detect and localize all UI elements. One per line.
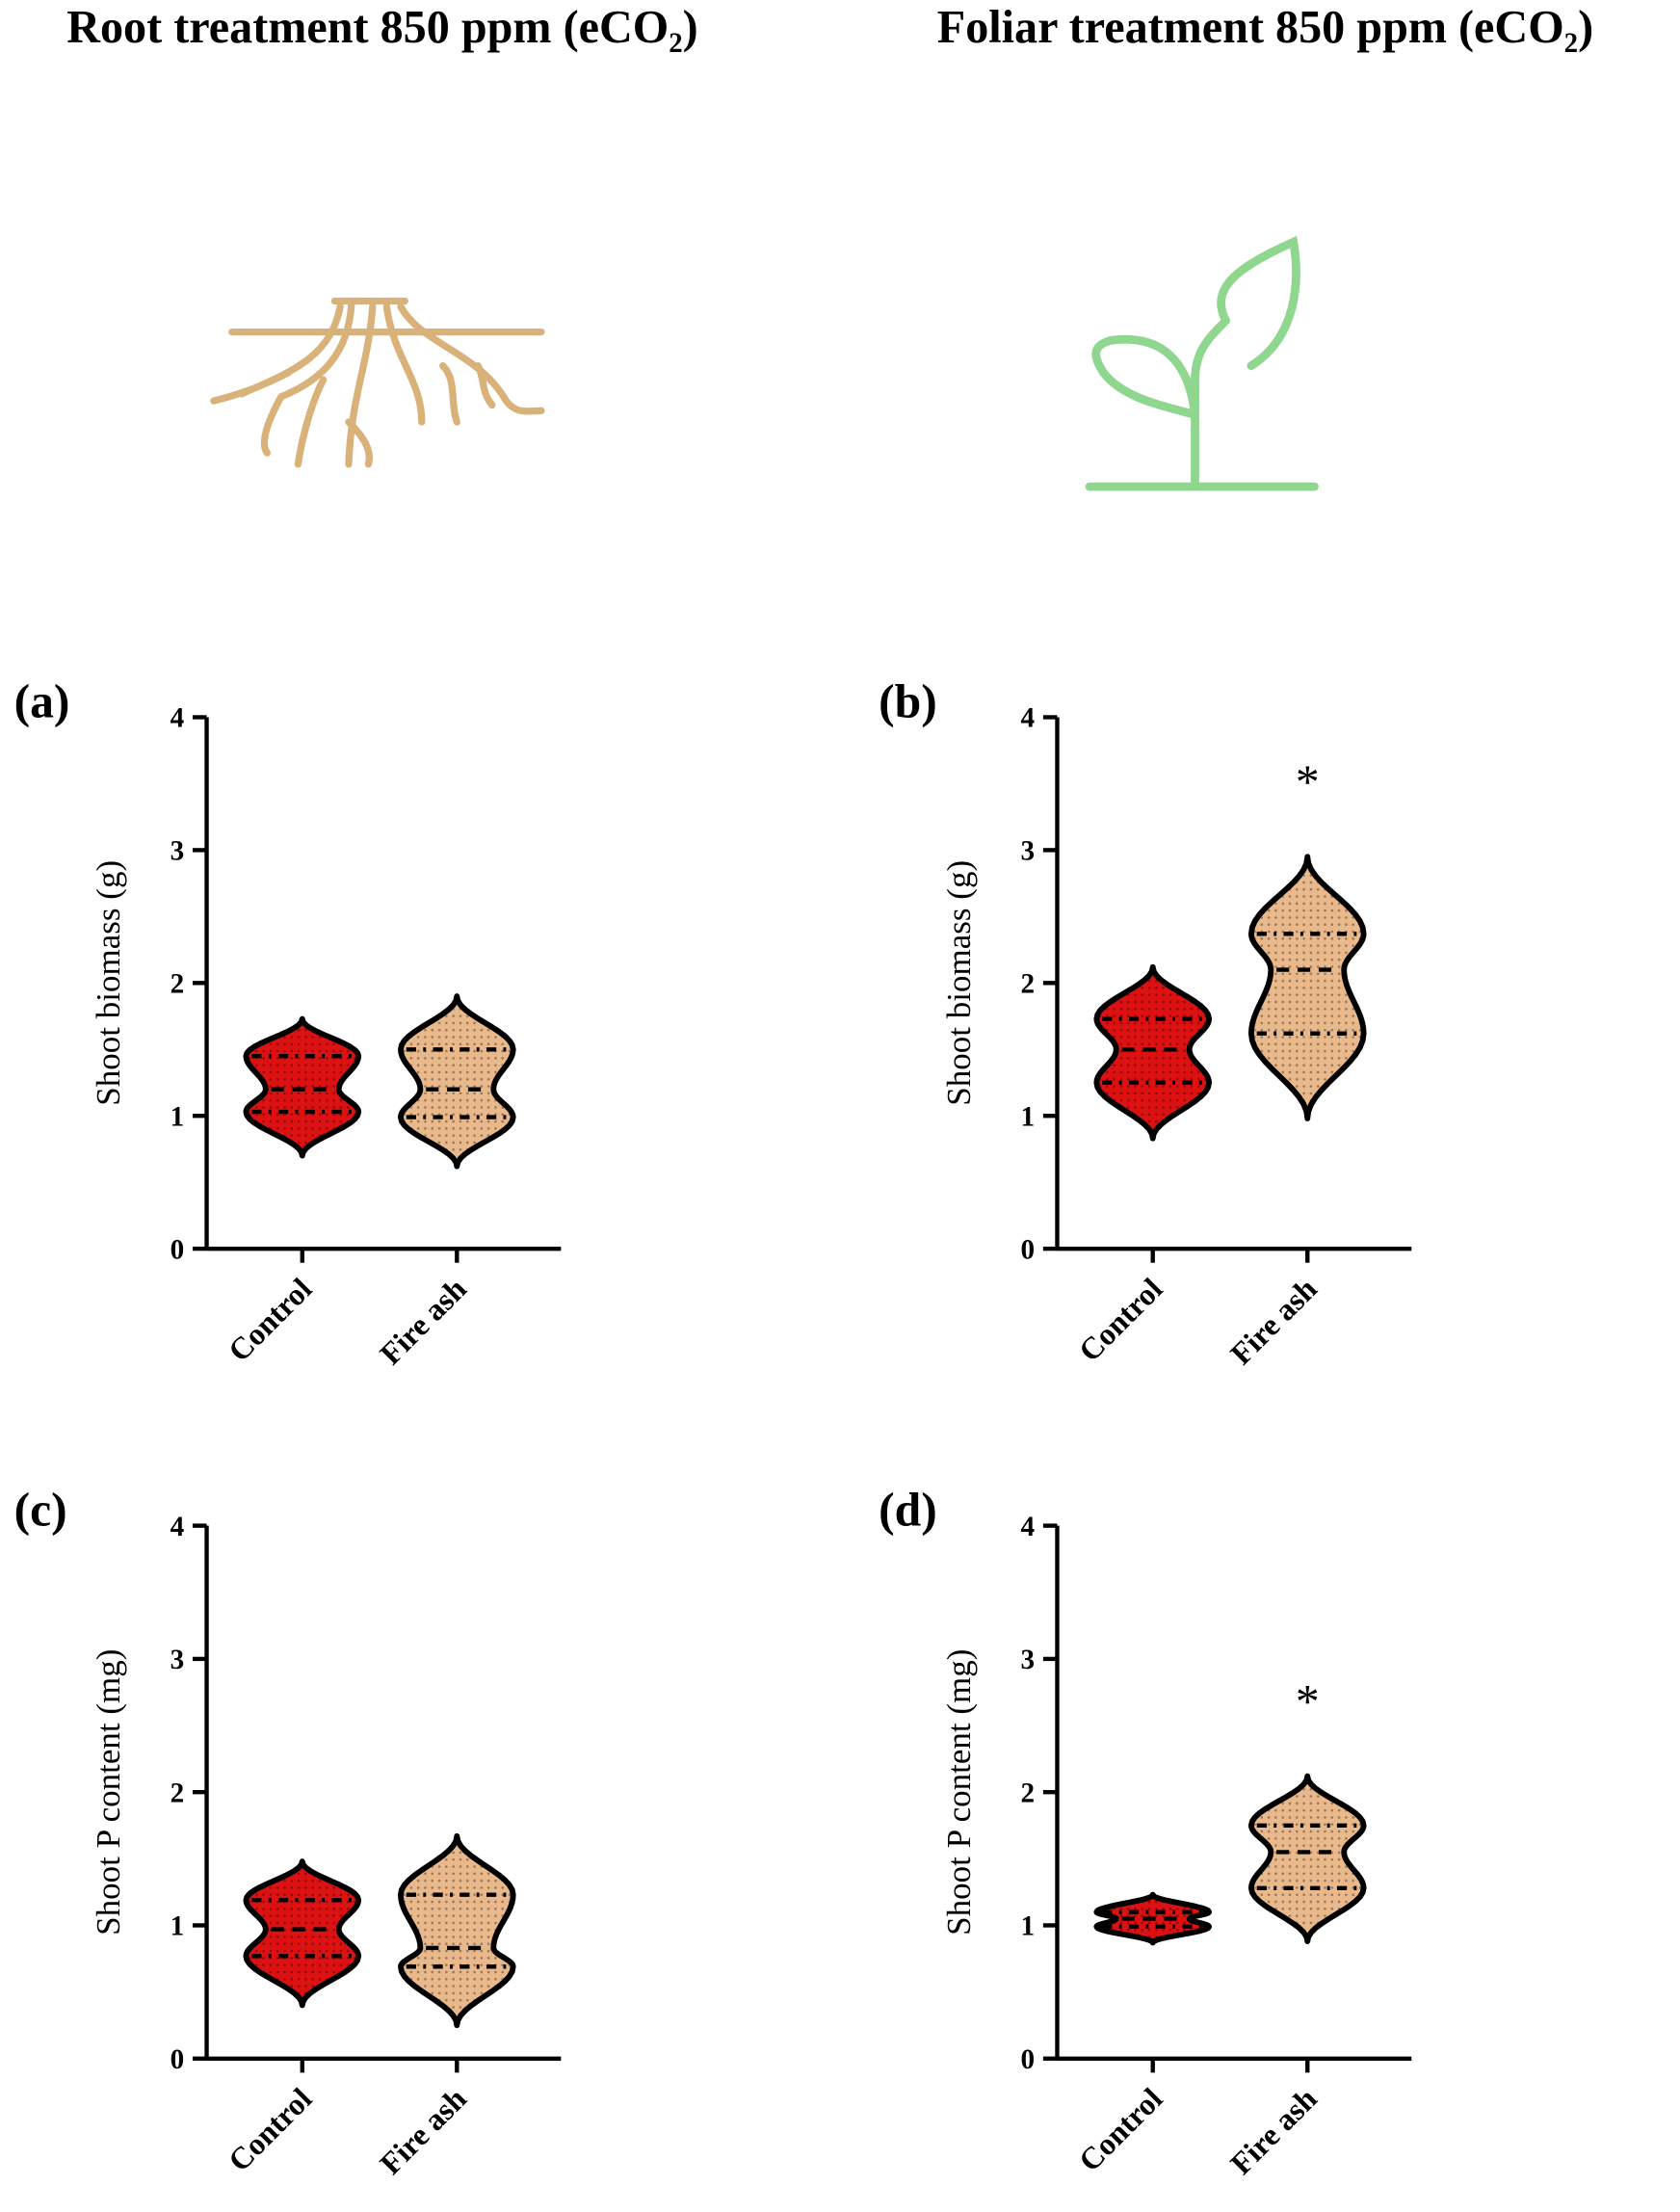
violin-texture [1093,963,1213,1142]
panel-label: (b) [879,674,937,727]
violin [398,993,516,1170]
root-icon [210,297,545,468]
y-tick-label: 2 [1021,969,1036,1000]
y-tick-label: 3 [1021,1645,1036,1675]
violin-texture [398,1832,516,2029]
violin-texture [1247,854,1367,1121]
x-tick-label: Fire ash [373,1271,473,1371]
x-tick-label: Control [1072,1271,1169,1368]
significance-mark: * [1296,1674,1320,1727]
x-tick-label: Control [222,1271,319,1368]
header-left: Root treatment 850 ppm (eCO₂) [66,2,697,53]
y-tick-label: 0 [171,2044,185,2075]
x-tick-label: Control [1072,2081,1169,2178]
x-tick-label: Fire ash [373,2081,473,2181]
y-tick-label: 2 [171,1778,185,1808]
panel-label: (c) [14,1484,67,1537]
y-tick-label: 4 [171,703,185,734]
violin-texture [1247,1773,1367,1944]
panel-label: (a) [14,674,70,727]
y-tick-label: 1 [1021,1911,1036,1942]
violin [398,1832,516,2029]
y-axis-label: Shoot P content (mg) [940,1649,978,1936]
y-tick-label: 4 [1021,703,1036,734]
y-tick-label: 0 [1021,1234,1036,1265]
violin-texture [398,993,516,1170]
y-tick-label: 3 [1021,836,1036,867]
x-tick-label: Fire ash [1223,1271,1324,1371]
panel-label: (d) [879,1484,937,1537]
significance-mark: * [1296,755,1320,808]
y-tick-label: 3 [171,1645,185,1675]
y-tick-label: 4 [171,1512,185,1542]
violin [243,1858,362,2009]
plant-icon [1085,235,1319,491]
y-axis-label: Shoot biomass (g) [940,860,978,1106]
y-tick-label: 1 [1021,1101,1036,1132]
y-tick-label: 4 [1021,1512,1036,1542]
y-tick-label: 1 [171,1101,185,1132]
violin [1247,854,1367,1121]
y-tick-label: 0 [1021,2044,1036,2075]
y-tick-label: 0 [171,1234,185,1265]
y-tick-label: 3 [171,836,185,867]
violin [1247,1773,1367,1944]
header-right: Foliar treatment 850 ppm (eCO₂) [937,2,1593,53]
x-tick-label: Fire ash [1223,2081,1324,2181]
y-axis-label: Shoot P content (mg) [90,1649,127,1936]
x-tick-label: Control [222,2081,319,2178]
violin-texture [243,1858,362,2009]
violin [1093,963,1213,1142]
y-tick-label: 2 [1021,1778,1036,1808]
y-axis-label: Shoot biomass (g) [90,860,127,1106]
y-tick-label: 2 [171,969,185,1000]
y-tick-label: 1 [171,1911,185,1942]
